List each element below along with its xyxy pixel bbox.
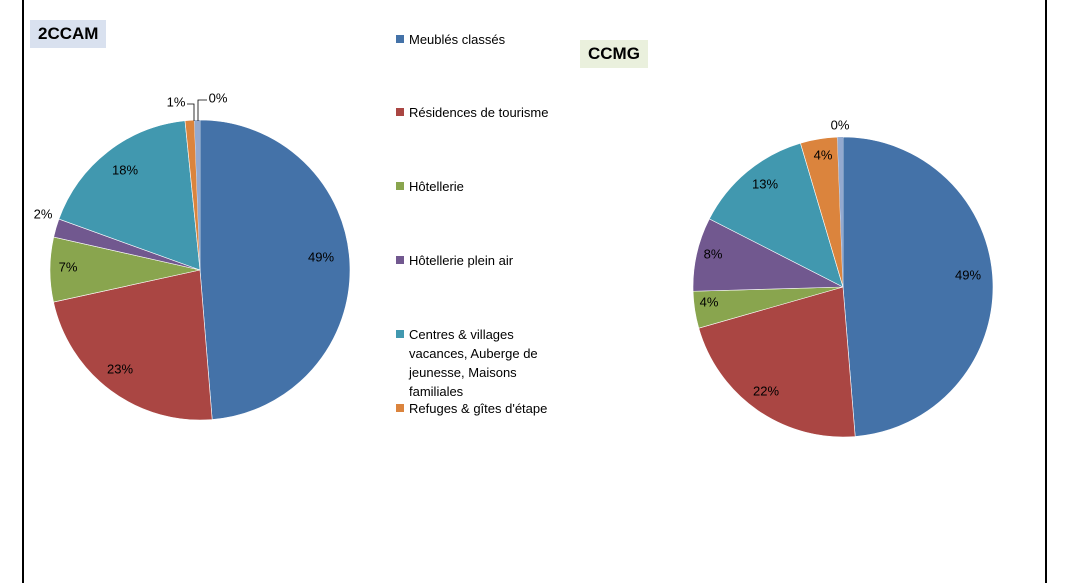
- pie-data-label-zero: 0%: [209, 90, 228, 105]
- legend-item-residences: Résidences de tourisme: [396, 103, 548, 122]
- pie-data-label: 49%: [308, 249, 334, 264]
- chart-title-ccmg: CCMG: [580, 40, 648, 68]
- pie-2ccam: 49% 23% 7% 2% 18% 1% 0%: [34, 90, 351, 421]
- pie-data-label: 4%: [700, 294, 719, 309]
- chart-frame: [22, 0, 1047, 583]
- pie-data-label: 2%: [34, 206, 53, 221]
- pie-data-label: 49%: [955, 267, 981, 282]
- pie-slice: [698, 286, 856, 438]
- pie-data-label: 7%: [59, 259, 78, 274]
- pie-data-label: 1%: [167, 94, 186, 109]
- legend-item-meubles: Meublés classés: [396, 30, 505, 49]
- pie-slice: [58, 120, 201, 271]
- pie-slice: [842, 136, 994, 437]
- pie-data-label: 13%: [752, 176, 778, 191]
- leader-line: [197, 99, 207, 121]
- legend-swatch: [396, 256, 404, 264]
- pie-ccmg: 49% 22% 4% 8% 13% 4% 0%: [692, 117, 994, 438]
- leader-line: [187, 103, 195, 121]
- pie-data-label: 18%: [112, 162, 138, 177]
- pie-data-label: 22%: [753, 383, 779, 398]
- chart-title-2ccam: 2CCAM: [30, 20, 107, 48]
- pie-slice: [708, 142, 844, 288]
- pie-slice: [800, 136, 844, 288]
- legend-label: Refuges & gîtes d'étape: [409, 401, 548, 416]
- pie-data-label: 23%: [107, 361, 133, 376]
- pie-slice: [199, 119, 351, 420]
- legend-swatch: [396, 330, 404, 338]
- pie-data-label: 4%: [814, 147, 833, 162]
- legend-label: Hôtellerie: [409, 179, 464, 194]
- legend-label: Résidences de tourisme: [409, 105, 549, 120]
- legend-swatch: [396, 35, 404, 43]
- legend-item-plein-air: Hôtellerie plein air: [396, 251, 513, 270]
- pie-data-label-zero: 0%: [831, 117, 850, 132]
- legend-swatch: [396, 404, 404, 412]
- legend-label: Meublés classés: [409, 32, 506, 47]
- legend-label: Hôtellerie plein air: [409, 253, 514, 268]
- legend-item-centres: Centres & villages vacances, Auberge de …: [396, 325, 561, 401]
- pie-slice-zero: [194, 120, 200, 270]
- pie-slice: [53, 269, 213, 421]
- legend-item-refuges: Refuges & gîtes d'étape: [396, 399, 547, 418]
- legend-swatch: [396, 182, 404, 190]
- legend-label: Centres & villages vacances, Auberge de …: [409, 327, 538, 399]
- legend-swatch: [396, 108, 404, 116]
- pie-data-label: 8%: [704, 246, 723, 261]
- pie-slice-zero: [837, 137, 843, 287]
- legend-item-hotellerie: Hôtellerie: [396, 177, 464, 196]
